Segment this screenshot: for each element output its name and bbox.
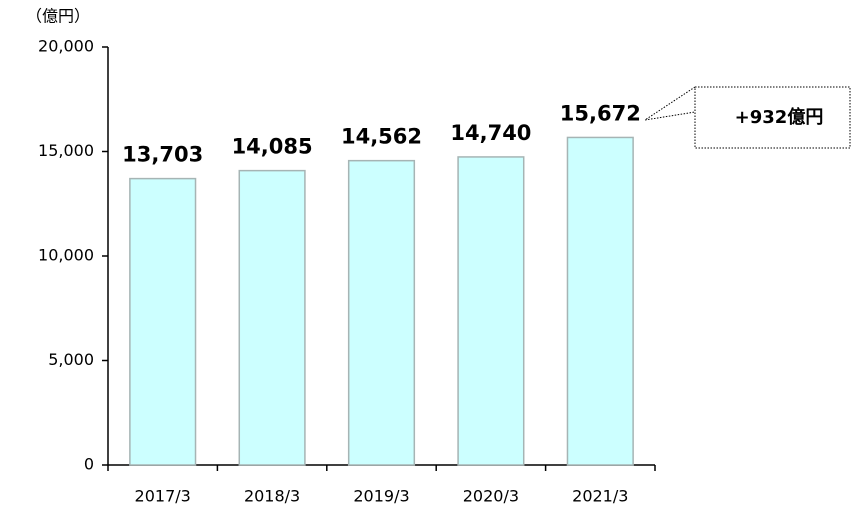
value-label: 14,085 [232,135,313,159]
bar [129,177,197,466]
value-label: 14,740 [450,121,531,145]
value-label: 13,703 [122,143,203,167]
y-tick-label: 10,000 [38,246,94,265]
value-label: 15,672 [560,101,641,125]
x-tick-label: 2019/3 [353,487,409,506]
x-tick-label: 2020/3 [463,487,519,506]
callout-pointer [644,86,696,121]
callout-box [694,86,851,149]
y-tick-label: 15,000 [38,141,94,160]
x-tick-label: 2017/3 [135,487,191,506]
y-tick-label: 20,000 [38,37,94,56]
x-tick-label: 2018/3 [244,487,300,506]
value-label: 14,562 [341,125,422,149]
y-axis-label: （億円） [26,7,90,26]
annotation: +932億円 [735,106,824,128]
x-tick-label: 2021/3 [572,487,628,506]
y-tick-label: 5,000 [48,350,94,369]
bar [238,169,306,466]
bar [566,136,634,466]
y-tick-label: 0 [84,455,94,474]
bar [347,159,416,466]
bar [457,156,525,466]
